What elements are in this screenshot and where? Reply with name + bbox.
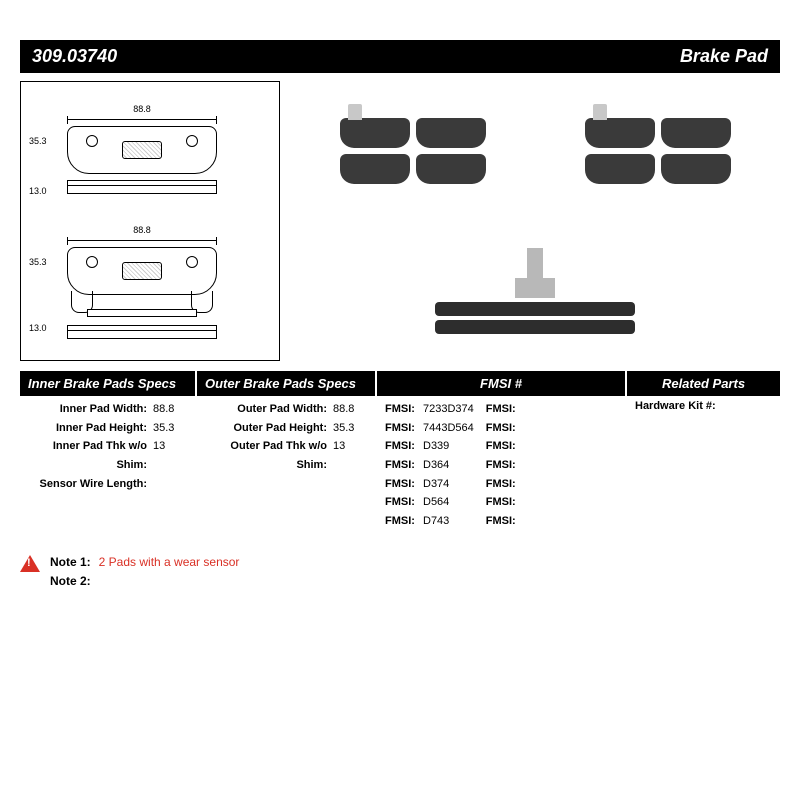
fmsi-label: FMSI: [385, 437, 423, 456]
page-title: Brake Pad [680, 46, 768, 67]
fmsi-specs: FMSI:7233D374 FMSI:7443D564 FMSI:D339 FM… [375, 396, 625, 535]
spec-label: Outer Pad Thk w/o Shim: [205, 437, 333, 474]
spec-value [153, 475, 187, 494]
warning-icon [20, 555, 40, 572]
product-photos [290, 81, 780, 361]
fmsi-label: FMSI: [486, 493, 524, 512]
spec-value: 88.8 [333, 400, 367, 419]
dim-height-bottom: 35.3 [29, 257, 47, 267]
fmsi-label: FMSI: [385, 419, 423, 438]
dim-width-top: 88.8 [67, 104, 217, 114]
spec-value: 35.3 [333, 419, 367, 438]
header-bar: 309.03740 Brake Pad [20, 40, 780, 73]
photo-set-right [568, 118, 748, 184]
note2-label: Note 2: [50, 572, 91, 591]
col-heading-fmsi: FMSI # [375, 371, 625, 396]
fmsi-label: FMSI: [486, 475, 524, 494]
part-number: 309.03740 [32, 46, 117, 67]
fmsi-col-right: FMSI: FMSI: FMSI: FMSI: FMSI: FMSI: FMSI… [486, 400, 524, 531]
fmsi-label: FMSI: [486, 419, 524, 438]
col-heading-outer: Outer Brake Pads Specs [195, 371, 375, 396]
spec-value: 88.8 [153, 400, 187, 419]
col-heading-inner: Inner Brake Pads Specs [20, 371, 195, 396]
fmsi-label: FMSI: [385, 512, 423, 531]
note1-label: Note 1: [50, 553, 91, 572]
photo-assembly [435, 248, 635, 334]
fmsi-value: D564 [423, 493, 474, 512]
diagram-row: 88.8 35.3 13.0 88.8 35.3 13.0 [20, 81, 780, 361]
pad-clip-view [67, 299, 217, 319]
dim-width-bottom: 88.8 [67, 225, 217, 235]
spec-label: Outer Pad Width: [205, 400, 333, 419]
hardware-kit-label: Hardware Kit #: [635, 400, 716, 412]
fmsi-value: D374 [423, 475, 474, 494]
specs-body: Inner Pad Width:88.8 Inner Pad Height:35… [20, 396, 780, 535]
technical-drawing: 88.8 35.3 13.0 88.8 35.3 13.0 [20, 81, 280, 361]
fmsi-label: FMSI: [385, 493, 423, 512]
outer-specs: Outer Pad Width:88.8 Outer Pad Height:35… [195, 396, 375, 535]
spec-value: 13 [333, 437, 367, 474]
pad-drawing-bottom: 88.8 35.3 13.0 [27, 225, 273, 339]
fmsi-value: D339 [423, 437, 474, 456]
fmsi-value: 7443D564 [423, 419, 474, 438]
spec-label: Inner Pad Thk w/o Shim: [28, 437, 153, 474]
spec-label: Inner Pad Width: [28, 400, 153, 419]
related-parts: Hardware Kit #: [625, 396, 780, 535]
pad-side-view [67, 325, 217, 339]
pad-drawing-top: 88.8 35.3 13.0 [27, 104, 273, 194]
pad-face-shape [67, 126, 217, 174]
spec-value: 35.3 [153, 419, 187, 438]
photo-set-left [323, 118, 503, 184]
inner-specs: Inner Pad Width:88.8 Inner Pad Height:35… [20, 396, 195, 535]
spec-label: Inner Pad Height: [28, 419, 153, 438]
fmsi-value: D743 [423, 512, 474, 531]
fmsi-value: D364 [423, 456, 474, 475]
fmsi-label: FMSI: [486, 437, 524, 456]
fmsi-label: FMSI: [385, 475, 423, 494]
fmsi-label: FMSI: [486, 400, 524, 419]
dim-thickness-bottom: 13.0 [29, 323, 47, 333]
col-heading-related: Related Parts [625, 371, 780, 396]
fmsi-label: FMSI: [486, 456, 524, 475]
notes-section: Note 1: 2 Pads with a wear sensor Note 2… [20, 553, 780, 591]
fmsi-value: 7233D374 [423, 400, 474, 419]
specs-header: Inner Brake Pads Specs Outer Brake Pads … [20, 371, 780, 396]
spec-label: Outer Pad Height: [205, 419, 333, 438]
fmsi-label: FMSI: [486, 512, 524, 531]
spec-label: Sensor Wire Length: [28, 475, 153, 494]
note1-text: 2 Pads with a wear sensor [99, 553, 240, 572]
fmsi-label: FMSI: [385, 456, 423, 475]
dim-thickness-top: 13.0 [29, 186, 47, 196]
dim-height-top: 35.3 [29, 136, 47, 146]
spec-value: 13 [153, 437, 187, 474]
fmsi-col-left: FMSI:7233D374 FMSI:7443D564 FMSI:D339 FM… [385, 400, 474, 531]
pad-side-view [67, 180, 217, 194]
fmsi-label: FMSI: [385, 400, 423, 419]
pad-face-shape [67, 247, 217, 295]
